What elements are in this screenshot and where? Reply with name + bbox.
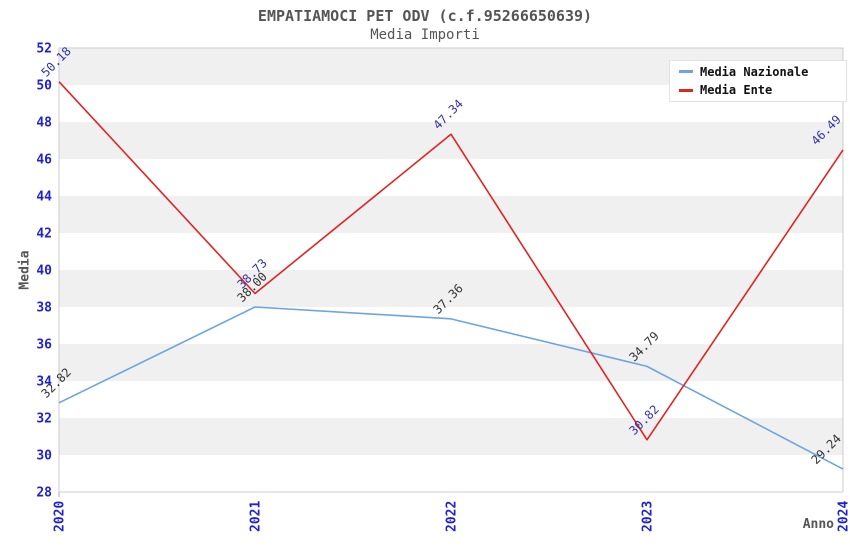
- y-tick-label: 38: [36, 301, 52, 316]
- legend-marker-media-ente-icon: [679, 88, 693, 92]
- chart-title: EMPATIAMOCI PET ODV (c.f.95266650639): [257, 7, 593, 25]
- y-tick-label: 36: [36, 338, 52, 353]
- plot-band: [59, 233, 843, 270]
- plot-band: [59, 159, 843, 196]
- plot-border: [58, 47, 844, 493]
- plot-band: [59, 307, 843, 344]
- y-axis-title: Media: [17, 250, 33, 290]
- x-axis-title: Anno: [802, 517, 834, 532]
- y-tick-label: 46: [36, 153, 52, 168]
- plot-band: [59, 344, 843, 381]
- plot-band: [59, 418, 843, 455]
- x-tick-label: 2021: [249, 501, 264, 532]
- y-tick-label: 28: [36, 486, 52, 501]
- y-tick-label: 48: [36, 116, 52, 131]
- x-tick-label: 2020: [53, 501, 68, 532]
- legend-label-media-nazionale: Media Nazionale: [700, 64, 809, 79]
- series-line-media-ente: [58, 81, 844, 441]
- legend-item-media-nazionale: Media Nazionale: [679, 64, 846, 79]
- series-line-media-nazionale: [58, 306, 844, 470]
- legend-marker-media-nazionale-icon: [679, 70, 693, 74]
- legend: Media Nazionale Media Ente: [669, 60, 847, 102]
- chart-subtitle: Media Importi: [370, 27, 480, 43]
- x-tick-label: 2022: [445, 501, 460, 532]
- legend-label-media-ente: Media Ente: [700, 83, 773, 98]
- plot-band: [59, 196, 843, 233]
- plot-band: [59, 381, 843, 418]
- y-tick-label: 30: [36, 449, 52, 464]
- y-tick-label: 32: [36, 412, 52, 427]
- plot-band: [59, 270, 843, 307]
- y-tick-label: 42: [36, 227, 52, 242]
- plot-band: [59, 455, 843, 492]
- x-tick-label: 2023: [641, 501, 656, 532]
- y-tick-label: 52: [36, 42, 52, 57]
- y-tick-label: 50: [36, 79, 52, 94]
- y-tick-label: 40: [36, 264, 52, 279]
- x-tick-label: 2024: [837, 501, 850, 532]
- y-tick-label: 34: [36, 375, 52, 390]
- legend-item-media-ente: Media Ente: [679, 83, 846, 98]
- y-tick-label: 44: [36, 190, 52, 205]
- plot-band: [59, 122, 843, 159]
